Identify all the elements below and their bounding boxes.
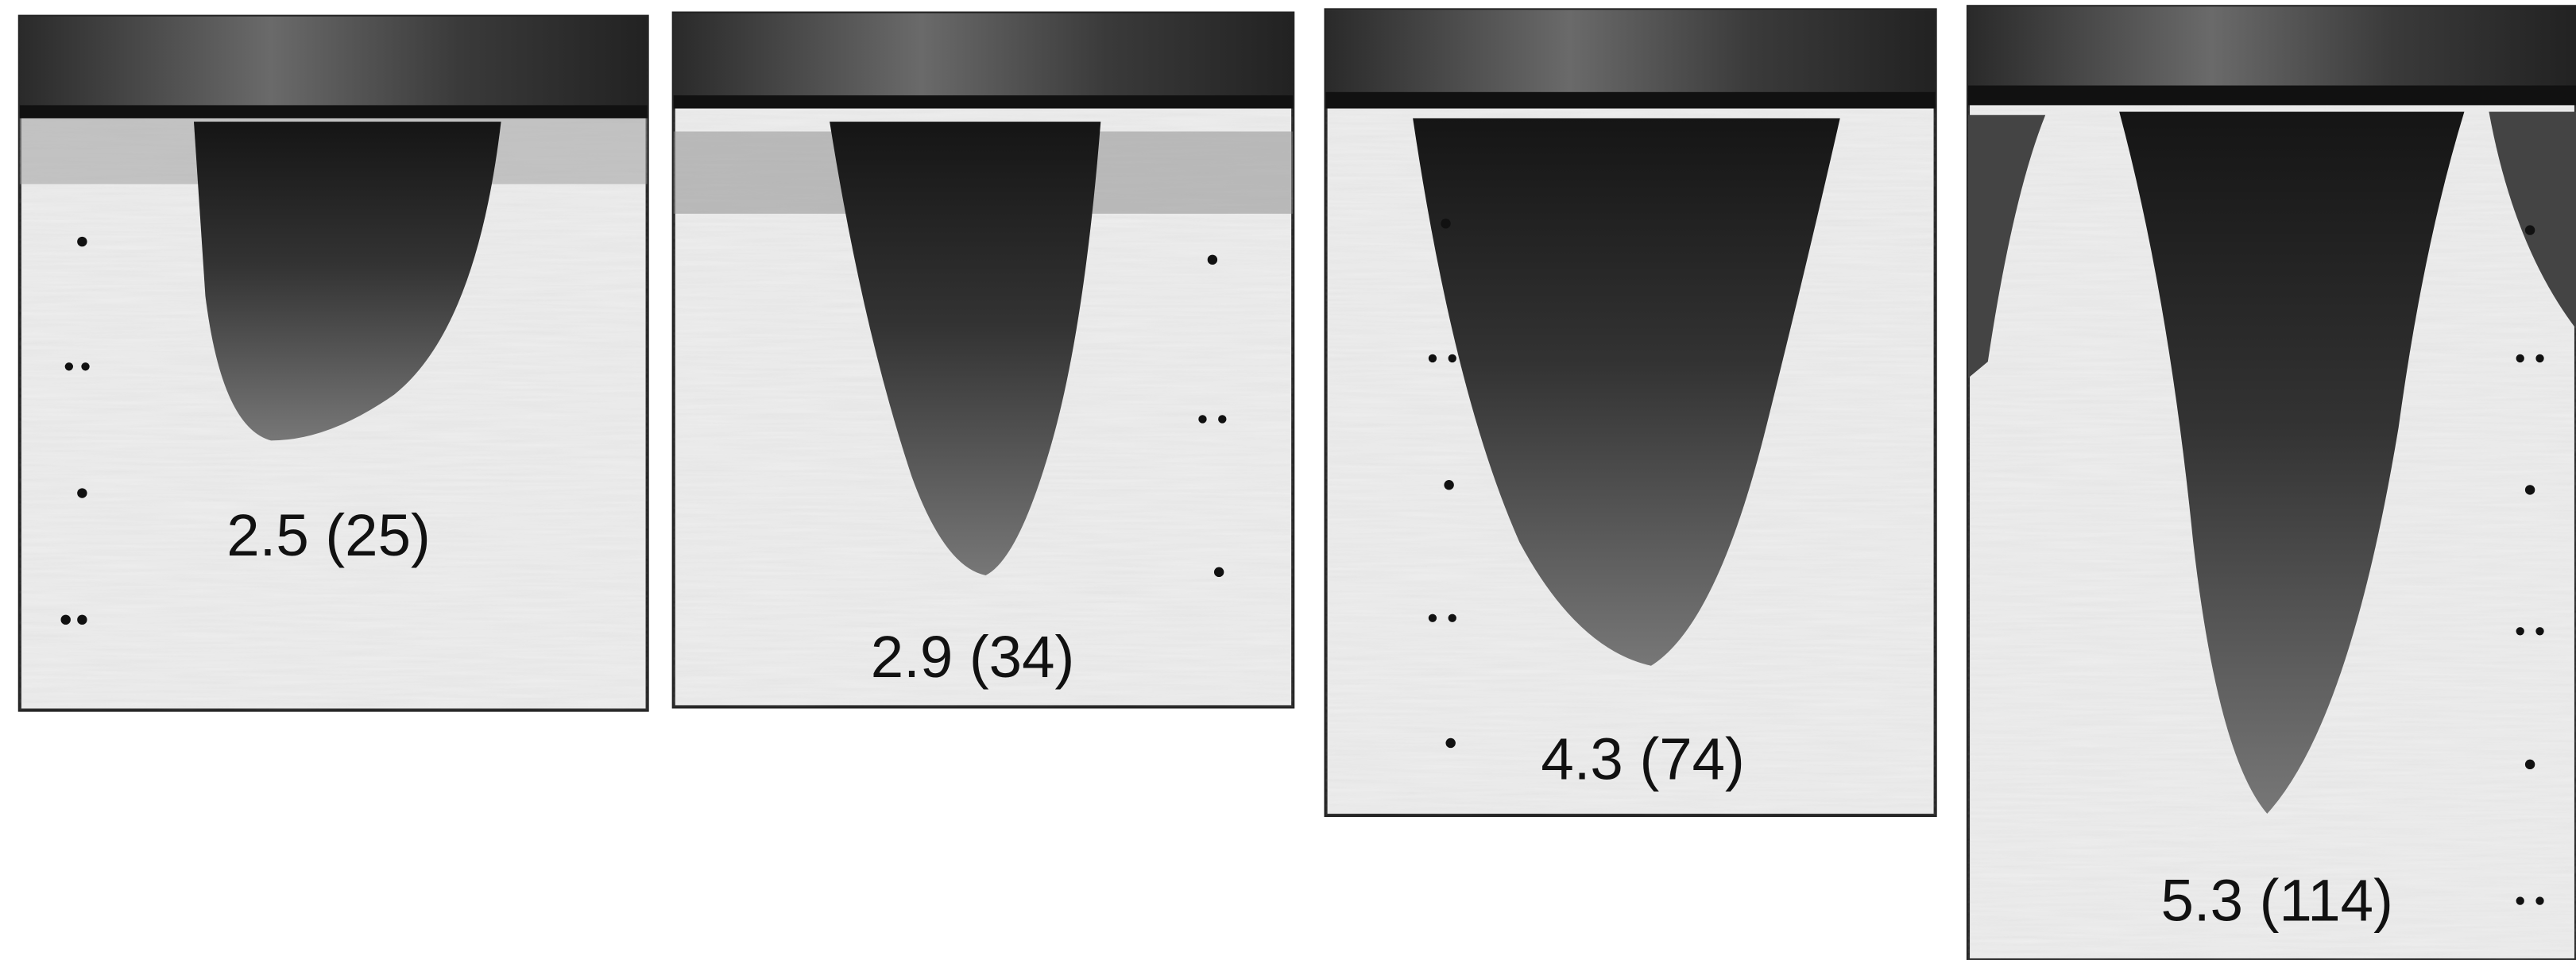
figure: 2.5 (25) 2.9 (34) 4.3 (74) 5.3 (114) — [0, 0, 2576, 960]
panel: 2.5 (25) — [20, 17, 648, 710]
panel-label: 4.3 (74) — [1541, 726, 1744, 792]
page: {"panels": [{"label": "2.5 (25)"}, {"lab… — [0, 0, 2576, 960]
panel-label: 2.5 (25) — [226, 502, 430, 568]
panel: 5.3 (114) — [1968, 6, 2576, 960]
panel-label: 2.9 (34) — [871, 624, 1074, 690]
panel: 2.9 (34) — [674, 14, 1293, 707]
panel-label: 5.3 (114) — [2161, 867, 2393, 933]
panel: 4.3 (74) — [1326, 10, 1936, 815]
